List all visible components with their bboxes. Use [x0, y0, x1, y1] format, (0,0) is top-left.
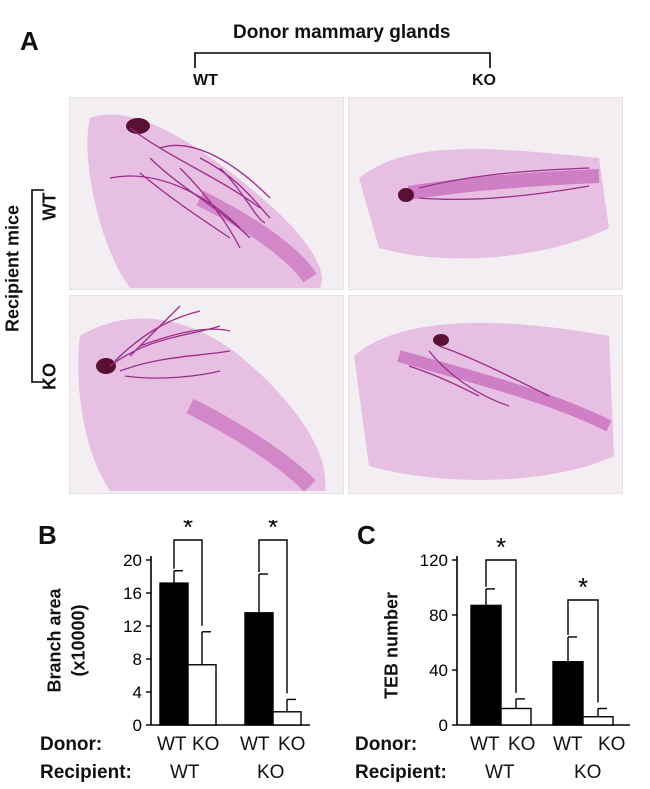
c-sig-star-1: * — [578, 572, 588, 602]
b-donor-1: WT — [157, 734, 187, 755]
donor-ko-label: KO — [472, 72, 496, 89]
donor-wt-label: WT — [193, 72, 218, 89]
c-donor-3: WT — [553, 734, 583, 755]
b-recipient-2: KO — [257, 762, 285, 783]
b-sig-star-1: * — [268, 520, 278, 542]
c-donor-4: KO — [598, 734, 626, 755]
c-sig-bracket-1 — [567, 599, 599, 703]
c-ytick-label-1: 40 — [429, 661, 448, 680]
gland-image-wt-wt — [69, 97, 344, 290]
c-bar-0 — [470, 604, 502, 726]
c-recipient-2: KO — [574, 762, 602, 783]
gland-image-wt-donor-ko-recipient — [69, 295, 344, 494]
c-ytick-label-0: 0 — [439, 716, 448, 735]
b-ytick-label-3: 12 — [123, 617, 142, 636]
b-ytick-label-0: 0 — [133, 716, 142, 735]
gland-image-ko-donor-wt-recipient — [348, 97, 623, 290]
b-sig-bracket-0 — [173, 539, 203, 626]
c-ytick-label-2: 80 — [429, 606, 448, 625]
c-bar-1 — [500, 707, 532, 726]
chart-b: 0 4 8 12 16 20 * * — [100, 512, 325, 735]
b-donor-4: KO — [278, 734, 306, 755]
b-donor-2: KO — [192, 734, 220, 755]
b-bar-3 — [272, 711, 302, 726]
donor-bracket — [194, 52, 491, 68]
b-ytick-label-2: 8 — [133, 650, 142, 669]
donor-row-label-b: Donor: — [40, 734, 103, 755]
gland-image-ko-ko — [348, 295, 623, 494]
donor-row-label-c: Donor: — [355, 734, 418, 755]
recipient-header: Recipient mice — [2, 204, 23, 333]
b-ytick-label-1: 4 — [133, 683, 142, 702]
panel-c-letter: C — [357, 520, 376, 550]
panel-b-ylabel-line2: (x10000) — [68, 604, 89, 677]
c-recipient-1: WT — [485, 762, 515, 783]
c-bar-3 — [582, 716, 614, 726]
b-bar-0 — [159, 582, 189, 726]
b-donor-3: WT — [240, 734, 270, 755]
recipient-bracket — [31, 189, 44, 383]
recipient-ko-label: KO — [39, 363, 60, 390]
panel-b-ylabel-line1: Branch area — [44, 588, 65, 693]
chart-c: 0 40 80 120 * * — [405, 520, 645, 735]
recipient-row-label-c: Recipient: — [355, 762, 447, 783]
recipient-row-label-b: Recipient: — [40, 762, 132, 783]
panel-a-letter: A — [20, 26, 39, 56]
b-sig-bracket-1 — [258, 539, 288, 694]
b-recipient-1: WT — [170, 762, 200, 783]
panel-b-letter: B — [38, 520, 57, 550]
b-sig-star-0: * — [183, 520, 193, 542]
c-bar-2 — [552, 661, 584, 726]
donor-header: Donor mammary glands — [233, 22, 451, 43]
b-ytick-label-4: 16 — [123, 584, 142, 603]
panel-c-ylabel: TEB number — [381, 592, 402, 700]
c-donor-1: WT — [470, 734, 500, 755]
c-sig-bracket-0 — [485, 559, 517, 693]
b-bar-2 — [244, 612, 274, 726]
b-bar-1 — [187, 664, 217, 726]
c-donor-2: KO — [508, 734, 536, 755]
recipient-wt-label: WT — [39, 192, 60, 221]
c-sig-star-0: * — [496, 532, 506, 562]
c-ytick-label-3: 120 — [420, 551, 448, 570]
b-ytick-label-5: 20 — [123, 551, 142, 570]
